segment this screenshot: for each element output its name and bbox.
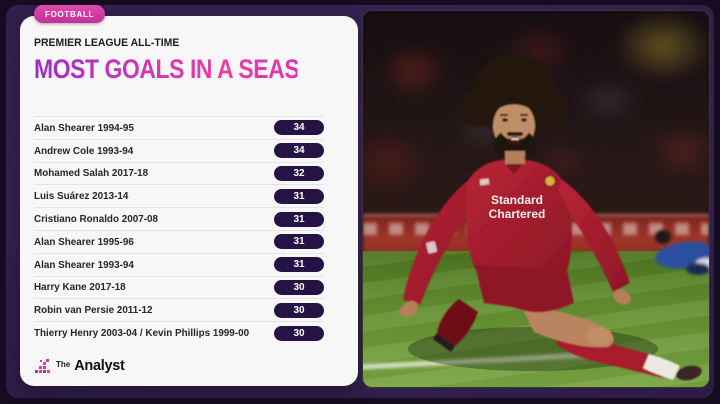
- row-label: Luis Suárez 2013-14: [34, 190, 129, 203]
- card-kicker: PREMIER LEAGUE ALL-TIME: [34, 37, 180, 49]
- salah-celebration-figure: Standard Chartered: [399, 54, 709, 381]
- brand-logo: The Analyst: [34, 357, 344, 375]
- jersey-sponsor-text: Standard Chartered: [489, 193, 546, 221]
- row-value: 31: [293, 213, 305, 225]
- goals-pill: 31: [274, 188, 324, 204]
- table-row: Alan Shearer 1993-94 31: [34, 252, 324, 276]
- row-value: 31: [293, 190, 305, 202]
- table-row: Harry Kane 2017-18 30: [34, 275, 324, 299]
- goals-pill: 31: [274, 257, 324, 273]
- sponsor-line-1: Standard: [491, 193, 543, 207]
- row-label: Cristiano Ronaldo 2007-08: [34, 213, 158, 226]
- table-row: Robin van Persie 2011-12 30: [34, 298, 324, 321]
- row-value: 34: [293, 145, 305, 157]
- goals-pill: 32: [274, 165, 324, 181]
- ranking-list: Alan Shearer 1994-95 34 Andrew Cole 1993…: [34, 116, 344, 344]
- goals-pill: 30: [274, 279, 324, 295]
- row-value: 32: [293, 167, 305, 179]
- brand-analyst: Analyst: [74, 358, 125, 374]
- sport-tag-badge: FOOTBALL: [34, 5, 106, 23]
- goals-pill: 31: [274, 211, 324, 227]
- row-value: 31: [293, 236, 305, 248]
- sponsor-line-2: Chartered: [489, 207, 546, 221]
- row-value: 30: [293, 281, 305, 293]
- row-label: Thierry Henry 2003-04 / Kevin Phillips 1…: [34, 327, 250, 340]
- opponent-player: [655, 230, 709, 275]
- table-row: Mohamed Salah 2017-18 32: [34, 161, 324, 185]
- table-row: Luis Suárez 2013-14 31: [34, 184, 324, 207]
- row-value: 30: [293, 327, 305, 339]
- row-value: 31: [293, 259, 305, 271]
- analyst-pixel-icon: [35, 359, 50, 373]
- table-row: Andrew Cole 1993-94 34: [34, 138, 324, 162]
- goals-pill: 30: [274, 325, 324, 341]
- goals-pill: 34: [274, 143, 324, 159]
- goals-pill: 34: [274, 120, 324, 136]
- infographic-frame: FOOTBALL PREMIER LEAGUE ALL-TIME MOST GO…: [6, 5, 714, 398]
- row-label: Andrew Cole 1993-94: [34, 144, 134, 157]
- row-label: Alan Shearer 1993-94: [34, 258, 134, 271]
- goals-pill: 31: [274, 234, 324, 250]
- row-label: Alan Shearer 1994-95: [34, 121, 134, 134]
- table-row: Alan Shearer 1994-95 34: [34, 116, 324, 139]
- goals-pill: 30: [274, 302, 324, 318]
- table-row: Cristiano Ronaldo 2007-08 31: [34, 207, 324, 230]
- row-label: Alan Shearer 1995-96: [34, 235, 134, 248]
- row-label: Robin van Persie 2011-12: [34, 304, 153, 317]
- player-figure: [399, 54, 702, 381]
- sport-tag-label: FOOTBALL: [45, 9, 95, 19]
- row-label: Mohamed Salah 2017-18: [34, 167, 149, 180]
- table-row: Alan Shearer 1995-96 31: [34, 229, 324, 253]
- row-label: Harry Kane 2017-18: [34, 281, 126, 294]
- page-title: MOST GOALS IN A SEASON: [34, 54, 333, 84]
- stats-card: PREMIER LEAGUE ALL-TIME MOST GOALS IN A …: [20, 16, 358, 386]
- brand-the: The: [56, 360, 71, 369]
- table-row: Thierry Henry 2003-04 / Kevin Phillips 1…: [34, 321, 324, 344]
- player-photo: Standard Chartered: [362, 10, 710, 388]
- row-value: 30: [293, 304, 305, 316]
- row-value: 34: [293, 122, 305, 134]
